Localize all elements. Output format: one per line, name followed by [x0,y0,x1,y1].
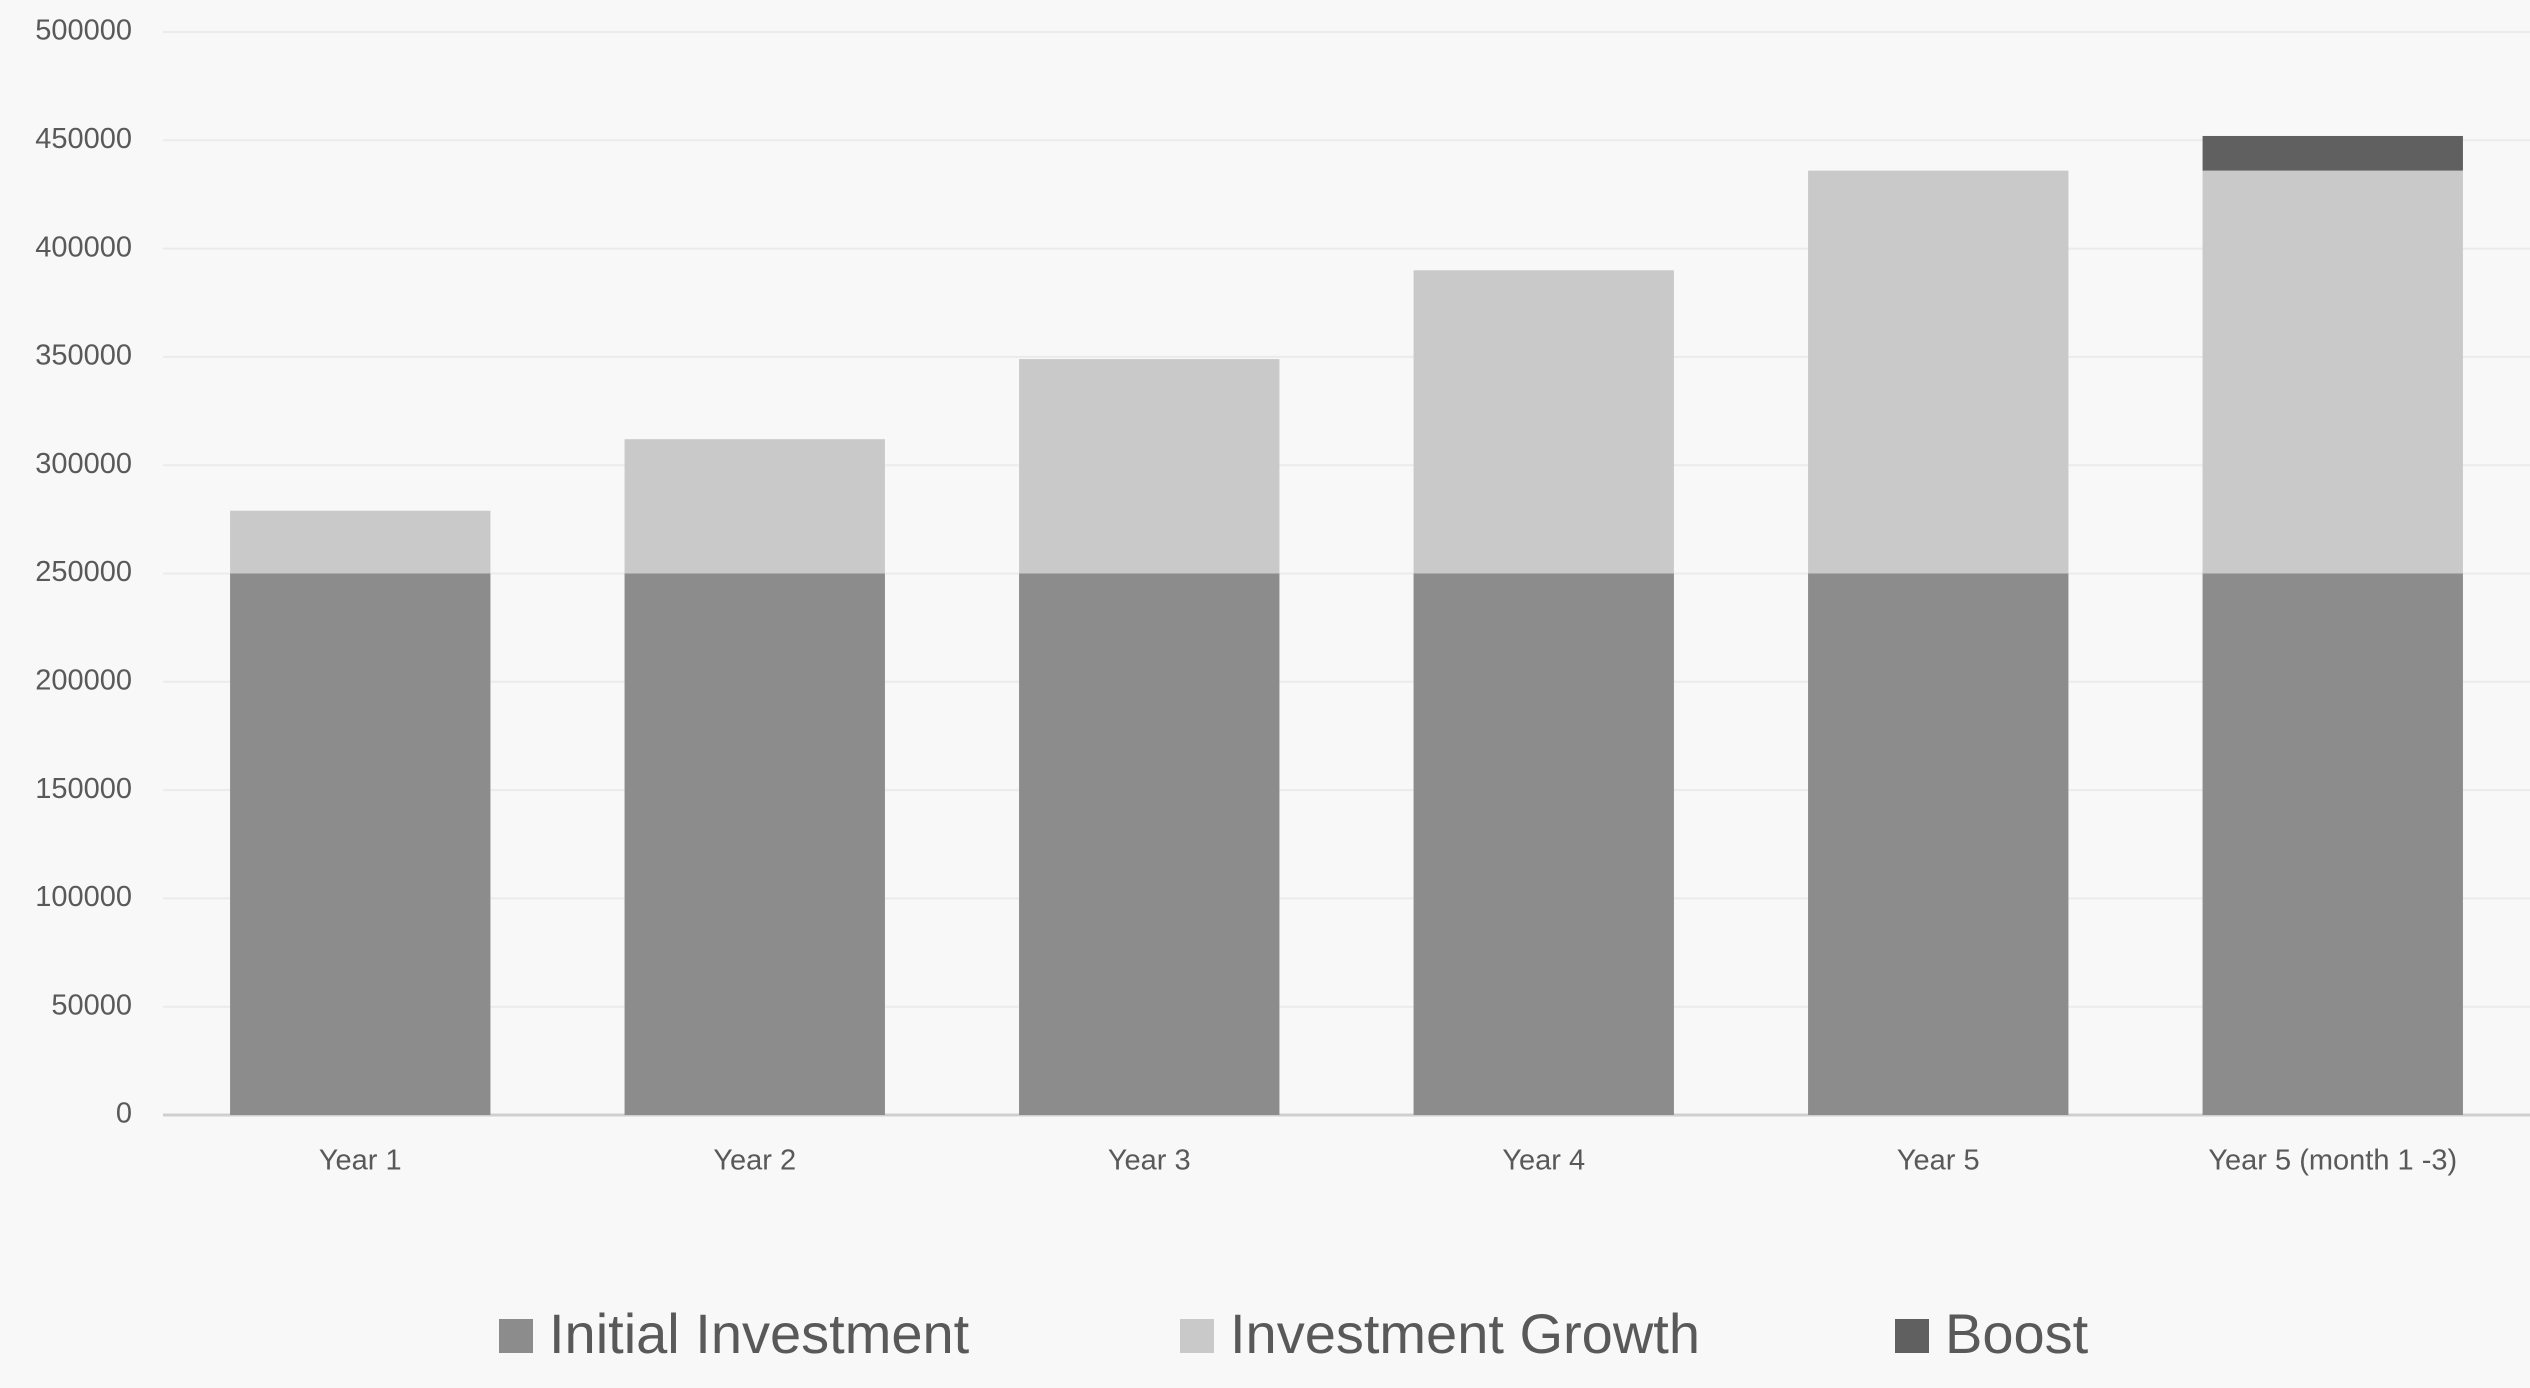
bar-segment [624,573,885,1115]
bar-segment [2202,170,2463,574]
y-tick-label: 150000 [35,773,132,805]
x-tick-label: Year 2 [713,1145,796,1177]
bar-segment [624,439,885,574]
bar-segment [1019,359,1280,574]
legend-swatch [1180,1319,1214,1353]
y-tick-label: 500000 [35,15,132,47]
x-tick-label: Year 3 [1108,1145,1191,1177]
bar-segment [1808,170,2069,574]
y-tick-label: 200000 [35,664,132,696]
bar-segment [1413,270,1674,574]
legend-swatch [1895,1319,1929,1353]
bar-segment [230,510,491,574]
y-tick-label: 50000 [51,989,132,1021]
legend-label: Boost [1945,1302,2089,1365]
bar-segment [230,573,491,1115]
bar-segment [1019,573,1280,1115]
y-tick-label: 250000 [35,556,132,588]
bar-segment [1808,573,2069,1115]
x-tick-label: Year 1 [319,1145,402,1177]
bar-segment [2202,573,2463,1115]
legend-swatch [499,1319,533,1353]
legend-label: Investment Growth [1230,1302,1700,1365]
bar-segment [2202,135,2463,171]
legend-label: Initial Investment [549,1302,970,1365]
y-tick-label: 350000 [35,340,132,372]
y-tick-label: 450000 [35,123,132,155]
x-tick-label: Year 5 [1897,1145,1980,1177]
y-tick-label: 300000 [35,448,132,480]
y-tick-label: 100000 [35,881,132,913]
x-tick-label: Year 5 (month 1 -3) [2208,1145,2457,1177]
x-tick-label: Year 4 [1502,1145,1585,1177]
y-tick-label: 400000 [35,231,132,263]
y-tick-label: 0 [116,1098,132,1130]
bar-segment [1413,573,1674,1115]
